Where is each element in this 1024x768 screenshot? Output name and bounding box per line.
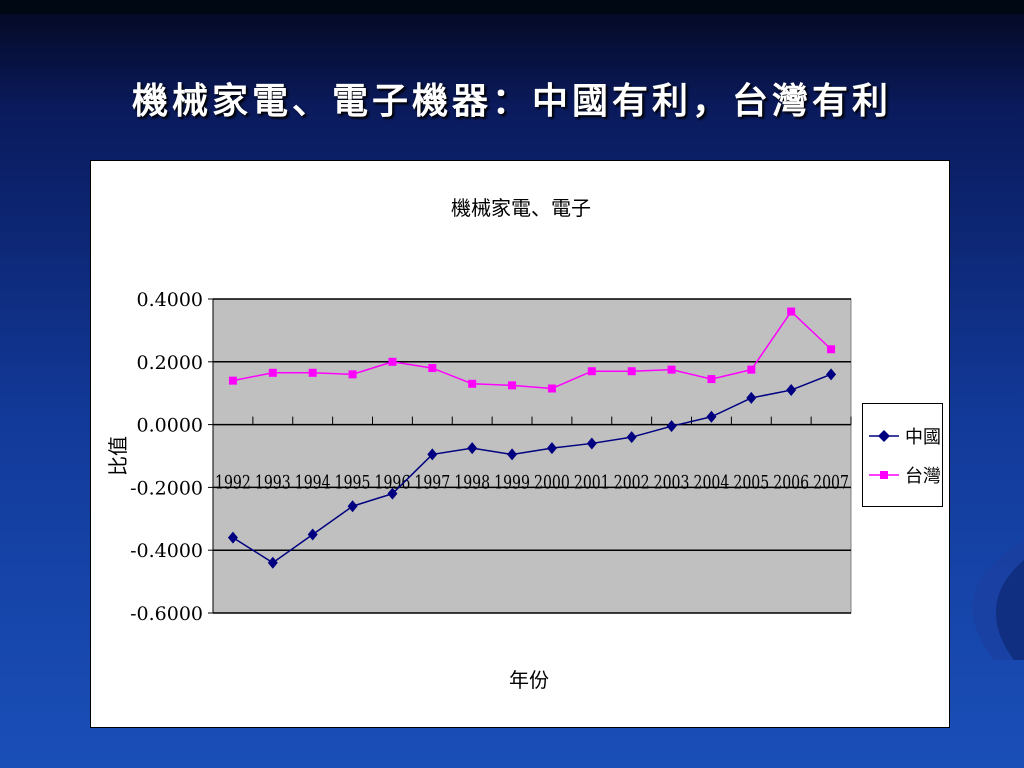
- top-dark-band: [0, 0, 1024, 14]
- x-tick-label: 1992: [215, 472, 251, 494]
- y-axis-label: 比值: [106, 436, 130, 476]
- data-point-0: [826, 368, 837, 381]
- y-tick-label: -0.6000: [130, 603, 203, 625]
- x-tick-label: 2005: [733, 472, 769, 494]
- data-point-0: [467, 442, 478, 455]
- data-point-0: [786, 384, 797, 397]
- x-tick-label: 1993: [255, 472, 291, 494]
- chart-title: 機械家電、電子: [451, 196, 591, 220]
- data-point-0: [586, 437, 597, 450]
- data-point-1: [827, 345, 836, 354]
- data-point-1: [388, 357, 397, 366]
- x-tick-label: 1997: [414, 472, 450, 494]
- data-point-1: [747, 365, 756, 374]
- x-tick-label: 2006: [773, 472, 809, 494]
- data-point-1: [268, 368, 277, 377]
- series-line-1: [232, 310, 832, 390]
- data-point-0: [706, 410, 717, 423]
- line-chart: 0.4000 0.2000 0.0000 -0.2000 -0.4000 -0.6000 1…: [106, 196, 852, 692]
- data-point-0: [626, 431, 637, 444]
- data-point-1: [508, 381, 517, 390]
- x-tick-label: 1998: [454, 472, 490, 494]
- x-tick-label: 2002: [614, 472, 650, 494]
- y-tick-label: -0.2000: [130, 477, 203, 499]
- y-tick-label: -0.4000: [130, 540, 203, 562]
- series-line-0: [232, 373, 832, 564]
- x-tick-label: 1996: [375, 472, 411, 494]
- data-point-0: [267, 556, 278, 569]
- x-tick-label: 1994: [295, 472, 331, 494]
- x-tick-label: 2007: [813, 472, 849, 494]
- data-point-1: [428, 364, 437, 373]
- data-point-0: [307, 528, 318, 541]
- x-tick-label: 2004: [694, 472, 730, 494]
- data-point-1: [308, 368, 317, 377]
- chart-legend: 中國 台灣: [862, 403, 943, 507]
- data-point-1: [228, 376, 237, 385]
- data-point-1: [468, 379, 477, 388]
- data-point-1: [667, 365, 676, 374]
- data-point-1: [547, 384, 556, 393]
- data-point-0: [746, 391, 757, 404]
- legend-label-china: 中國: [905, 427, 941, 448]
- x-tick-label: 2001: [574, 472, 610, 494]
- y-tick-label: 0.2000: [137, 352, 203, 374]
- legend-marker-taiwan: [880, 471, 888, 479]
- chart-panel: 0.4000 0.2000 0.0000 -0.2000 -0.4000 -0.6000 1…: [90, 160, 950, 728]
- legend-label-taiwan: 台灣: [905, 466, 941, 487]
- x-tick-label: 2003: [654, 472, 690, 494]
- data-point-0: [347, 500, 358, 513]
- y-tick-label: 0.4000: [137, 289, 203, 311]
- decorative-swoosh: [972, 540, 1024, 660]
- y-tick-label: 0.0000: [137, 415, 203, 437]
- data-point-0: [666, 420, 677, 433]
- data-point-0: [546, 442, 557, 455]
- data-point-0: [507, 448, 518, 461]
- data-point-1: [787, 307, 796, 316]
- x-axis-label: 年份: [509, 668, 549, 692]
- x-tick-label: 1995: [335, 472, 371, 494]
- x-tick-label: 1999: [494, 472, 530, 494]
- data-point-1: [627, 367, 636, 376]
- data-point-1: [348, 370, 357, 379]
- data-point-1: [587, 367, 596, 376]
- legend-marker-china: [878, 430, 890, 442]
- x-tick-label: 2000: [534, 472, 570, 494]
- slide-title: 機械家電、電子機器：中國有利，台灣有利: [131, 80, 892, 122]
- plot-area: [212, 298, 852, 614]
- data-point-0: [227, 531, 238, 544]
- data-point-1: [707, 375, 716, 384]
- data-point-0: [427, 448, 438, 461]
- data-point-0: [387, 487, 398, 500]
